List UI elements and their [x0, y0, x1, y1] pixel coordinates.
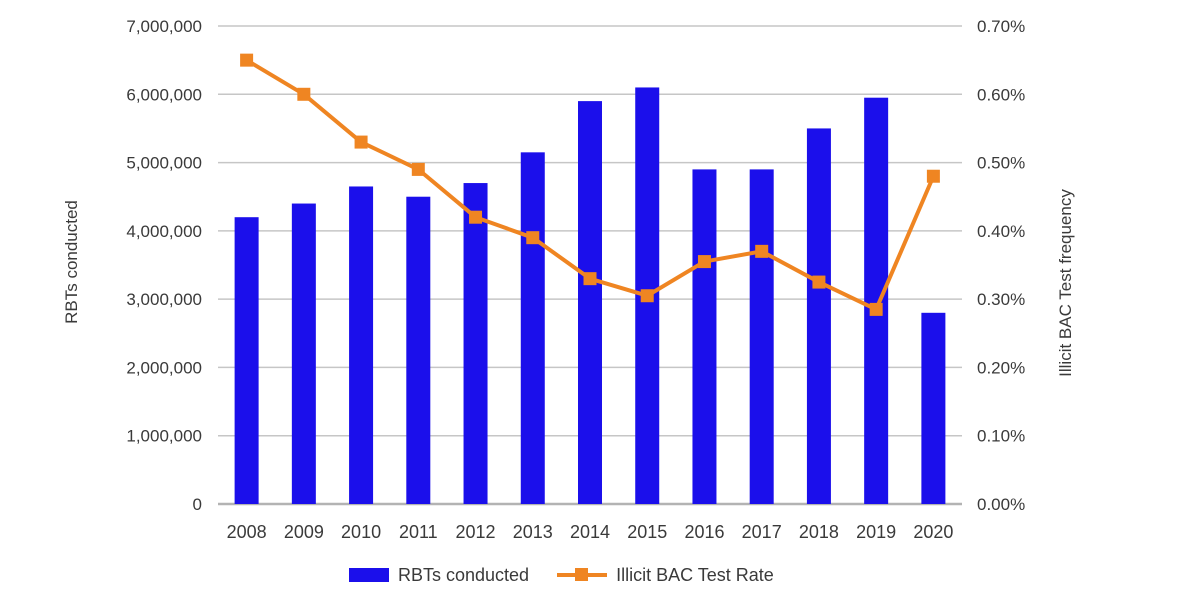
left-axis-tick-label: 6,000,000 — [126, 85, 202, 104]
rate-marker-2012 — [469, 210, 483, 224]
x-tick-label-2012: 2012 — [456, 522, 496, 542]
x-tick-label-2014: 2014 — [570, 522, 610, 542]
x-tick-label-2017: 2017 — [742, 522, 782, 542]
rate-marker-2008 — [240, 53, 254, 67]
right-axis-tick-label: 0.00% — [977, 495, 1025, 514]
left-axis-tick-label: 1,000,000 — [126, 427, 202, 446]
x-tick-label-2015: 2015 — [627, 522, 667, 542]
bar-2016 — [692, 169, 717, 504]
bar-2014 — [578, 101, 602, 504]
rate-marker-2019 — [869, 302, 883, 316]
rate-marker-2015 — [640, 289, 654, 303]
bar-2019 — [864, 97, 889, 504]
legend-line-swatch-icon — [557, 568, 608, 582]
right-axis-tick-label: 0.40% — [977, 222, 1025, 241]
x-tick-label-2020: 2020 — [913, 522, 953, 542]
rate-marker-2011 — [411, 162, 425, 176]
left-axis-tick-label: 0 — [193, 495, 202, 514]
bar-2017 — [749, 169, 774, 504]
right-axis-tick-label: 0.60% — [977, 85, 1025, 104]
legend-line-label: Illicit BAC Test Rate — [616, 564, 774, 585]
x-tick-label-2010: 2010 — [341, 522, 381, 542]
right-axis-tick-label: 0.70% — [977, 17, 1025, 36]
right-axis-tick-label: 0.30% — [977, 290, 1025, 309]
bar-2013 — [520, 152, 545, 505]
left-axis-tick-label: 7,000,000 — [126, 17, 202, 36]
bar-2011 — [406, 196, 431, 504]
bar-2018 — [806, 128, 831, 504]
left-axis-tick-label: 2,000,000 — [126, 358, 202, 377]
x-tick-label-2013: 2013 — [513, 522, 553, 542]
rate-marker-2010 — [354, 135, 368, 149]
left-axis-tick-label: 3,000,000 — [126, 290, 202, 309]
legend-bar-swatch-icon — [349, 568, 389, 582]
rate-marker-2009 — [297, 87, 311, 101]
x-tick-label-2008: 2008 — [227, 522, 267, 542]
legend: RBTs conducted Illicit BAC Test Rate — [349, 563, 774, 587]
rate-marker-2016 — [697, 255, 711, 269]
right-axis-tick-label: 0.10% — [977, 427, 1025, 446]
rate-marker-2017 — [755, 244, 769, 258]
left-axis-tick-label: 4,000,000 — [126, 222, 202, 241]
left-axis-title: RBTs conducted — [62, 200, 81, 324]
x-tick-label-2009: 2009 — [284, 522, 324, 542]
bar-2010 — [349, 186, 374, 504]
bar-2012 — [463, 183, 488, 505]
right-axis-tick-label: 0.50% — [977, 154, 1025, 173]
rate-marker-2018 — [812, 275, 826, 289]
legend-line-marker-icon — [575, 568, 589, 581]
x-tick-label-2019: 2019 — [856, 522, 896, 542]
rate-marker-2013 — [526, 231, 540, 245]
left-axis-tick-label: 5,000,000 — [126, 154, 202, 173]
bar-2008 — [234, 217, 259, 504]
legend-bar-label: RBTs conducted — [398, 564, 530, 585]
bar-2020 — [921, 312, 946, 504]
right-axis-title: Illicit BAC Test frequency — [1056, 189, 1075, 377]
rate-marker-2020 — [926, 169, 940, 183]
rate-marker-2014 — [583, 272, 597, 286]
bar-2009 — [291, 203, 316, 505]
x-tick-label-2016: 2016 — [684, 522, 724, 542]
x-tick-label-2011: 2011 — [399, 522, 438, 542]
x-tick-label-2018: 2018 — [799, 522, 839, 542]
right-axis-tick-label: 0.20% — [977, 358, 1025, 377]
